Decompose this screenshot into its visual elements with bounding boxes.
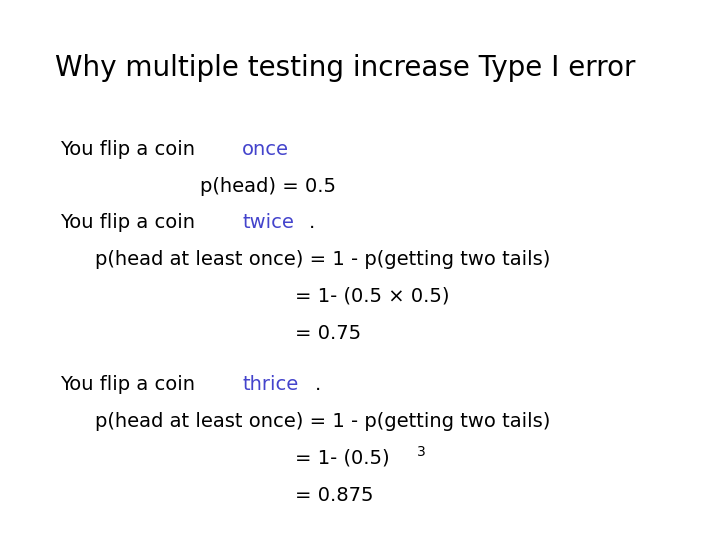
Text: .: .	[315, 375, 321, 394]
Text: p(head) = 0.5: p(head) = 0.5	[200, 177, 336, 196]
Text: = 1- (0.5): = 1- (0.5)	[295, 449, 390, 468]
Text: = 1- (0.5 × 0.5): = 1- (0.5 × 0.5)	[295, 287, 449, 306]
Text: = 0.875: = 0.875	[295, 486, 374, 505]
Text: You flip a coin: You flip a coin	[60, 140, 202, 159]
Text: thrice: thrice	[242, 375, 299, 394]
Text: once: once	[242, 140, 289, 159]
Text: twice: twice	[242, 213, 294, 232]
Text: You flip a coin: You flip a coin	[60, 213, 202, 232]
Text: 3: 3	[417, 445, 426, 459]
Text: p(head at least once) = 1 - p(getting two tails): p(head at least once) = 1 - p(getting tw…	[95, 412, 550, 431]
Text: = 0.75: = 0.75	[295, 324, 361, 343]
Text: p(head at least once) = 1 - p(getting two tails): p(head at least once) = 1 - p(getting tw…	[95, 250, 550, 269]
Text: .: .	[309, 213, 315, 232]
Text: You flip a coin: You flip a coin	[60, 375, 202, 394]
Text: Why multiple testing increase Type I error: Why multiple testing increase Type I err…	[55, 54, 636, 82]
